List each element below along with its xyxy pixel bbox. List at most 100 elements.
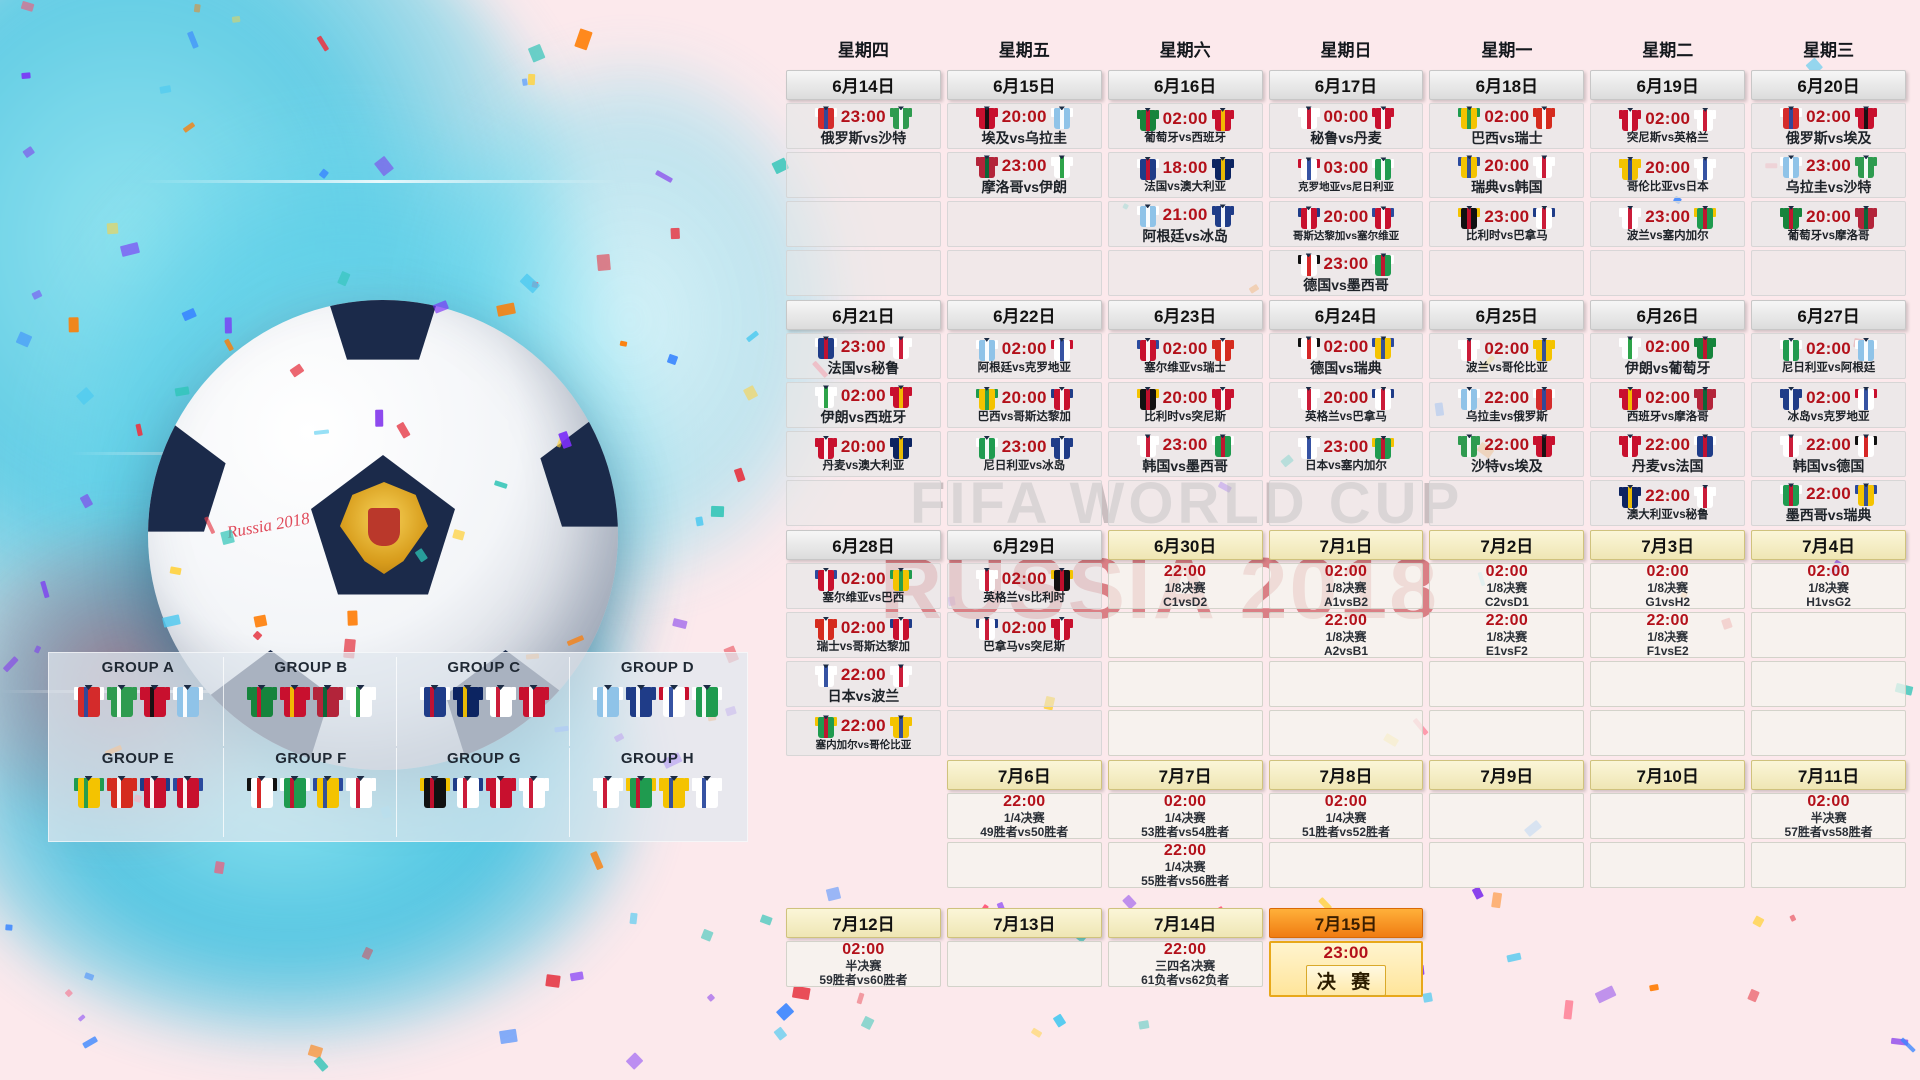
date-header[interactable]: 7月2日: [1429, 530, 1585, 560]
schedule-calendar: 星期四 星期五 星期六 星期日 星期一 星期二 星期三 6月14日 23:00 俄罗斯vs沙特 6月…: [786, 36, 1906, 1007]
date-header[interactable]: 6月15日: [946, 70, 1102, 100]
empty-match-cell: [786, 250, 941, 296]
group-match-cell[interactable]: 02:00 英格兰vs比利时: [946, 563, 1102, 609]
match-teams-row: 22:00: [789, 714, 938, 739]
date-header[interactable]: 6月22日: [946, 300, 1102, 330]
final-match-cell[interactable]: 23:00 决 赛: [1268, 941, 1424, 997]
group-match-cell[interactable]: 02:00 波兰vs哥伦比亚: [1429, 333, 1585, 379]
group-match-cell[interactable]: 23:00 摩洛哥vs伊朗: [946, 152, 1102, 198]
group-match-cell[interactable]: 02:00 瑞士vs哥斯达黎加: [786, 612, 941, 658]
group-match-cell[interactable]: 02:00 塞尔维亚vs瑞士: [1107, 333, 1263, 379]
knockout-match-cell[interactable]: 02:00 半决赛 59胜者vs60胜者: [786, 941, 941, 987]
date-header[interactable]: 7月11日: [1751, 760, 1906, 790]
date-header[interactable]: 6月30日: [1107, 530, 1263, 560]
group-match-cell[interactable]: 20:00 埃及vs乌拉圭: [946, 103, 1102, 149]
group-match-cell[interactable]: 23:00 法国vs秘鲁: [786, 333, 941, 379]
date-header[interactable]: 6月24日: [1268, 300, 1424, 330]
date-header[interactable]: 7月8日: [1268, 760, 1424, 790]
group-match-cell[interactable]: 22:00 沙特vs埃及: [1429, 431, 1585, 477]
group-match-cell[interactable]: 22:00 韩国vs德国: [1751, 431, 1906, 477]
knockout-match-cell[interactable]: 22:00 1/4决赛 49胜者vs50胜者: [946, 793, 1102, 839]
group-match-cell[interactable]: 02:00 尼日利亚vs阿根廷: [1751, 333, 1906, 379]
date-header[interactable]: 7月3日: [1590, 530, 1746, 560]
kit-icon-morocco: [1694, 386, 1717, 410]
date-header[interactable]: 6月29日: [946, 530, 1102, 560]
date-header[interactable]: 7月7日: [1107, 760, 1263, 790]
date-header[interactable]: 7月1日: [1268, 530, 1424, 560]
date-header[interactable]: 6月21日: [786, 300, 941, 330]
date-header[interactable]: 7月10日: [1590, 760, 1746, 790]
knockout-match-cell[interactable]: 02:00 1/8决赛 H1vsG2: [1751, 563, 1906, 609]
knockout-match-cell[interactable]: 02:00 1/8决赛 G1vsH2: [1590, 563, 1746, 609]
date-header[interactable]: 7月4日: [1751, 530, 1906, 560]
group-match-cell[interactable]: 23:00 波兰vs塞内加尔: [1590, 201, 1746, 247]
date-header[interactable]: 6月26日: [1590, 300, 1746, 330]
group-match-cell[interactable]: 02:00 葡萄牙vs西班牙: [1107, 103, 1263, 149]
date-header[interactable]: 6月18日: [1429, 70, 1585, 100]
date-header[interactable]: 6月19日: [1590, 70, 1746, 100]
group-match-cell[interactable]: 02:00 西班牙vs摩洛哥: [1590, 382, 1746, 428]
date-header[interactable]: 7月15日: [1268, 908, 1424, 938]
group-match-cell[interactable]: 02:00 伊朗vs葡萄牙: [1590, 333, 1746, 379]
date-header[interactable]: 6月27日: [1751, 300, 1906, 330]
date-header[interactable]: 7月14日: [1107, 908, 1263, 938]
knockout-match-cell[interactable]: 02:00 1/4决赛 53胜者vs54胜者: [1107, 793, 1263, 839]
date-header[interactable]: 7月12日: [786, 908, 941, 938]
group-match-cell[interactable]: 20:00 瑞典vs韩国: [1429, 152, 1585, 198]
knockout-match-cell[interactable]: 22:00 1/8决赛 F1vsE2: [1590, 612, 1746, 658]
group-match-cell[interactable]: 03:00 克罗地亚vs尼日利亚: [1268, 152, 1424, 198]
knockout-match-cell[interactable]: 02:00 半决赛 57胜者vs58胜者: [1751, 793, 1906, 839]
date-header[interactable]: 7月6日: [946, 760, 1102, 790]
group-match-cell[interactable]: 22:00 丹麦vs法国: [1590, 431, 1746, 477]
group-match-cell[interactable]: 22:00 澳大利亚vs秘鲁: [1590, 480, 1746, 526]
group-match-cell[interactable]: 22:00 乌拉圭vs俄罗斯: [1429, 382, 1585, 428]
date-header[interactable]: 6月16日: [1107, 70, 1263, 100]
group-match-cell[interactable]: 20:00 葡萄牙vs摩洛哥: [1751, 201, 1906, 247]
group-match-cell[interactable]: 02:00 塞尔维亚vs巴西: [786, 563, 941, 609]
group-match-cell[interactable]: 23:00 乌拉圭vs沙特: [1751, 152, 1906, 198]
group-match-cell[interactable]: 22:00 塞内加尔vs哥伦比亚: [786, 710, 941, 756]
group-match-cell[interactable]: 23:00 尼日利亚vs冰岛: [946, 431, 1102, 477]
group-match-cell[interactable]: 20:00 英格兰vs巴拿马: [1268, 382, 1424, 428]
date-header[interactable]: 6月14日: [786, 70, 941, 100]
group-match-cell[interactable]: 22:00 日本vs波兰: [786, 661, 941, 707]
date-header[interactable]: 6月20日: [1751, 70, 1906, 100]
group-match-cell[interactable]: 22:00 墨西哥vs瑞典: [1751, 480, 1906, 526]
group-match-cell[interactable]: 23:00 德国vs墨西哥: [1268, 250, 1424, 296]
group-match-cell[interactable]: 18:00 法国vs澳大利亚: [1107, 152, 1263, 198]
date-header[interactable]: 7月9日: [1429, 760, 1585, 790]
group-match-cell[interactable]: 02:00 巴西vs瑞士: [1429, 103, 1585, 149]
group-match-cell[interactable]: 23:00 比利时vs巴拿马: [1429, 201, 1585, 247]
date-header[interactable]: 6月25日: [1429, 300, 1585, 330]
knockout-match-cell[interactable]: 02:00 1/8决赛 A1vsB2: [1268, 563, 1424, 609]
group-match-cell[interactable]: 21:00 阿根廷vs冰岛: [1107, 201, 1263, 247]
group-match-cell[interactable]: 20:00 哥斯达黎加vs塞尔维亚: [1268, 201, 1424, 247]
group-match-cell[interactable]: 23:00 俄罗斯vs沙特: [786, 103, 941, 149]
group-match-cell[interactable]: 20:00 比利时vs突尼斯: [1107, 382, 1263, 428]
knockout-match-cell[interactable]: 22:00 三四名决赛 61负者vs62负者: [1107, 941, 1263, 987]
knockout-match-cell[interactable]: 02:00 1/8决赛 C2vsD1: [1429, 563, 1585, 609]
date-header[interactable]: 7月13日: [946, 908, 1102, 938]
group-match-cell[interactable]: 23:00 韩国vs墨西哥: [1107, 431, 1263, 477]
group-match-cell[interactable]: 20:00 巴西vs哥斯达黎加: [946, 382, 1102, 428]
date-header[interactable]: 6月28日: [786, 530, 941, 560]
kit-icon-serbia: [172, 774, 203, 808]
knockout-match-cell[interactable]: 02:00 1/4决赛 51胜者vs52胜者: [1268, 793, 1424, 839]
knockout-match-cell[interactable]: 22:00 1/8决赛 C1vsD2: [1107, 563, 1263, 609]
group-match-cell[interactable]: 20:00 哥伦比亚vs日本: [1590, 152, 1746, 198]
group-match-cell[interactable]: 02:00 伊朗vs西班牙: [786, 382, 941, 428]
group-match-cell[interactable]: 02:00 俄罗斯vs埃及: [1751, 103, 1906, 149]
knockout-match-cell[interactable]: 22:00 1/4决赛 55胜者vs56胜者: [1107, 842, 1263, 888]
knockout-match-cell[interactable]: 22:00 1/8决赛 A2vsB1: [1268, 612, 1424, 658]
group-match-cell[interactable]: 02:00 巴拿马vs突尼斯: [946, 612, 1102, 658]
group-match-cell[interactable]: 02:00 阿根廷vs克罗地亚: [946, 333, 1102, 379]
knockout-match-cell[interactable]: 22:00 1/8决赛 E1vsF2: [1429, 612, 1585, 658]
date-header[interactable]: 6月17日: [1268, 70, 1424, 100]
group-match-cell[interactable]: 02:00 德国vs瑞典: [1268, 333, 1424, 379]
group-match-cell[interactable]: 02:00 突尼斯vs英格兰: [1590, 103, 1746, 149]
group-match-cell[interactable]: 20:00 丹麦vs澳大利亚: [786, 431, 941, 477]
group-match-cell[interactable]: 23:00 日本vs塞内加尔: [1268, 431, 1424, 477]
group-match-cell[interactable]: 00:00 秘鲁vs丹麦: [1268, 103, 1424, 149]
group-match-cell[interactable]: 02:00 冰岛vs克罗地亚: [1751, 382, 1906, 428]
date-header[interactable]: 6月23日: [1107, 300, 1263, 330]
